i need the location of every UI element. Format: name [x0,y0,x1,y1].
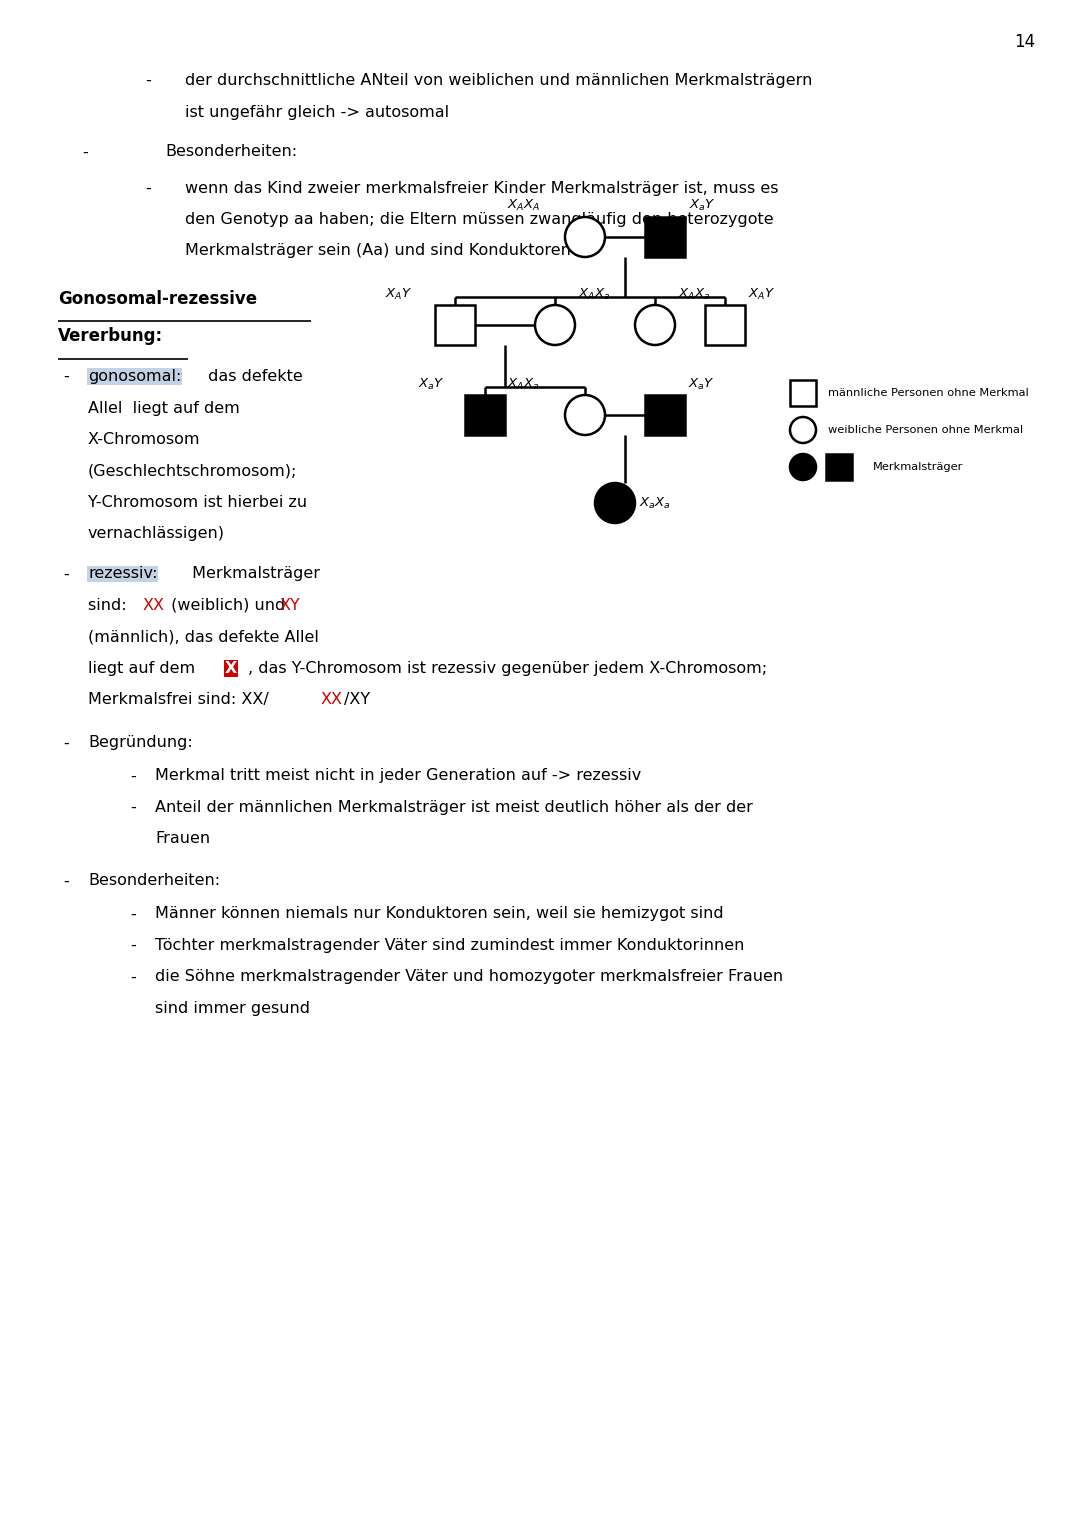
Text: -: - [82,145,87,160]
Circle shape [535,305,575,345]
Text: Merkmalsfrei sind: XX/: Merkmalsfrei sind: XX/ [87,692,269,708]
Circle shape [635,305,675,345]
Text: ist ungefähr gleich -> autosomal: ist ungefähr gleich -> autosomal [185,105,449,119]
Text: Anteil der männlichen Merkmalsträger ist meist deutlich höher als der der: Anteil der männlichen Merkmalsträger ist… [156,801,753,814]
Bar [465,395,505,435]
Text: -: - [130,801,136,814]
Text: Frauen: Frauen [156,831,211,846]
Text: wenn das Kind zweier merkmalsfreier Kinder Merkmalsträger ist, muss es: wenn das Kind zweier merkmalsfreier Kind… [185,180,779,195]
Text: 14: 14 [1014,34,1036,50]
Text: Merkmalsträger sein (Aa) und sind Konduktoren: Merkmalsträger sein (Aa) und sind Konduk… [185,244,571,259]
Text: /XY: /XY [345,692,370,708]
Text: Merkmal tritt meist nicht in jeder Generation auf -> rezessiv: Merkmal tritt meist nicht in jeder Gener… [156,769,642,784]
Text: $X_aX_a$: $X_aX_a$ [639,496,671,511]
Circle shape [789,416,816,442]
Bar [645,395,685,435]
Text: Merkmalsträger: Merkmalsträger [187,566,320,581]
Text: weibliche Personen ohne Merkmal: weibliche Personen ohne Merkmal [828,425,1023,435]
Circle shape [789,454,816,480]
Text: -: - [145,73,151,88]
Text: -: - [145,180,151,195]
Text: $X_aY$: $X_aY$ [689,198,716,214]
Text: $X_aY$: $X_aY$ [688,377,715,392]
Text: XX: XX [321,692,343,708]
Text: -: - [63,369,69,384]
Text: $X_AX_a$: $X_AX_a$ [678,287,711,302]
Text: die Söhne merkmalstragender Väter und homozygoter merkmalsfreier Frauen: die Söhne merkmalstragender Väter und ho… [156,970,783,985]
Circle shape [565,217,605,258]
Text: $X_AX_a$: $X_AX_a$ [578,287,610,302]
Bar [789,380,816,406]
Text: -: - [63,566,69,581]
Text: -: - [130,906,136,921]
Text: sind immer gesund: sind immer gesund [156,1000,310,1016]
Text: Besonderheiten:: Besonderheiten: [87,874,220,889]
Text: liegt auf dem: liegt auf dem [87,660,200,676]
Text: X-Chromosom: X-Chromosom [87,432,201,447]
Text: vernachlässigen): vernachlässigen) [87,526,225,541]
Text: X: X [225,660,238,676]
Text: männliche Personen ohne Merkmal: männliche Personen ohne Merkmal [828,387,1029,398]
Bar [645,217,685,258]
Text: -: - [130,938,136,953]
Text: Töchter merkmalstragender Väter sind zumindest immer Konduktorinnen: Töchter merkmalstragender Väter sind zum… [156,938,744,953]
Text: , das Y-Chromosom ist rezessiv gegenüber jedem X-Chromosom;: , das Y-Chromosom ist rezessiv gegenüber… [248,660,767,676]
Circle shape [565,395,605,435]
Text: -: - [130,970,136,985]
Text: Merkmalsträger: Merkmalsträger [873,462,963,473]
Text: XY: XY [280,598,300,613]
Text: das defekte: das defekte [203,369,302,384]
Text: der durchschnittliche ANteil von weiblichen und männlichen Merkmalsträgern: der durchschnittliche ANteil von weiblic… [185,73,812,88]
Text: gonosomal:: gonosomal: [87,369,181,384]
Bar [705,305,745,345]
Text: XX: XX [143,598,165,613]
Text: Besonderheiten:: Besonderheiten: [165,145,297,160]
Circle shape [595,483,635,523]
Bar [826,454,852,480]
Text: Gonosomal-rezessive: Gonosomal-rezessive [58,290,257,308]
Bar [435,305,475,345]
Text: Y-Chromosom ist hierbei zu: Y-Chromosom ist hierbei zu [87,496,307,509]
Text: $X_AX_a$: $X_AX_a$ [507,377,540,392]
Text: (Geschlechtschromosom);: (Geschlechtschromosom); [87,464,297,479]
Text: $X_aY$: $X_aY$ [418,377,445,392]
Text: (weiblich) und: (weiblich) und [166,598,291,613]
Text: $X_AX_A$: $X_AX_A$ [507,198,540,214]
Text: -: - [63,874,69,889]
Text: -: - [130,769,136,784]
Text: Männer können niemals nur Konduktoren sein, weil sie hemizygot sind: Männer können niemals nur Konduktoren se… [156,906,724,921]
Text: den Genotyp aa haben; die Eltern müssen zwangläufig den heterozygote: den Genotyp aa haben; die Eltern müssen … [185,212,773,227]
Text: rezessiv:: rezessiv: [87,566,158,581]
Text: -: - [63,735,69,750]
Text: Vererbung:: Vererbung: [58,326,163,345]
Text: sind:: sind: [87,598,132,613]
Text: Allel  liegt auf dem: Allel liegt auf dem [87,401,240,415]
Text: $X_AY$: $X_AY$ [748,287,775,302]
Text: Begründung:: Begründung: [87,735,192,750]
Text: $X_AY$: $X_AY$ [384,287,413,302]
Text: (männlich), das defekte Allel: (männlich), das defekte Allel [87,630,319,645]
